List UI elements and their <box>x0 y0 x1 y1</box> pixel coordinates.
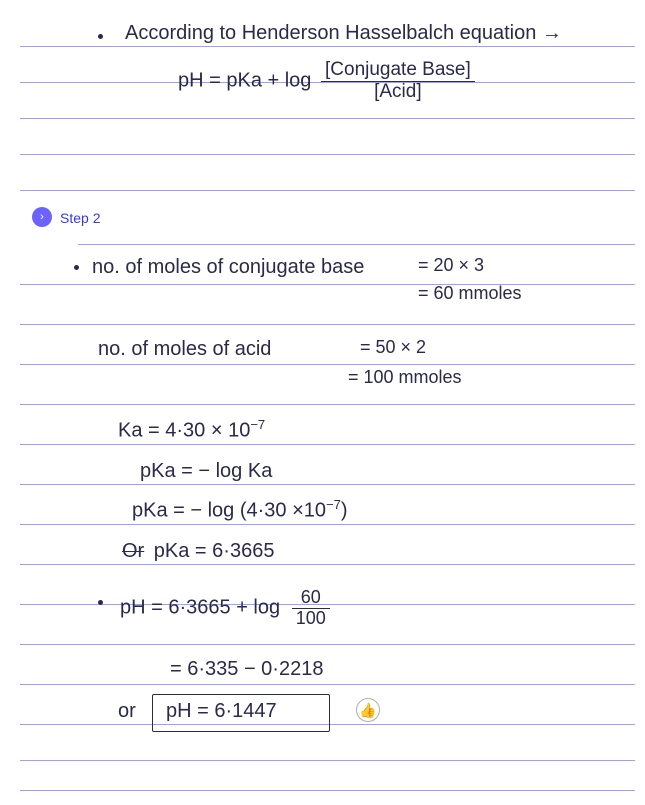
pka-value: Or pKa = 6·3665 <box>122 540 274 562</box>
eq-lead: pH = pKa + log <box>178 70 311 92</box>
eq-fraction: [Conjugate Base] [Acid] <box>321 60 475 103</box>
ruled-line <box>20 284 635 285</box>
step-badge-icon: › <box>32 207 52 227</box>
acid-eq2: = 100 mmoles <box>348 368 462 388</box>
conj-base-eq2: = 60 mmoles <box>418 284 522 304</box>
ruled-line <box>20 790 635 791</box>
pka2-lead: pKa = − log (4·30 ×10 <box>132 500 326 522</box>
ruled-line <box>20 118 635 119</box>
bullet-dot <box>98 600 103 605</box>
ka-exp: −7 <box>250 417 265 432</box>
pka-def: pKa = − log Ka <box>140 460 272 482</box>
ruled-line <box>20 46 635 47</box>
result-lead: or <box>118 700 136 722</box>
ruled-line <box>20 524 635 525</box>
pka3-rest: pKa = 6·3665 <box>154 540 275 562</box>
eq-frac-num: [Conjugate Base] <box>321 60 475 82</box>
conj-base-eq1: = 20 × 3 <box>418 256 484 276</box>
henderson-equation: pH = pKa + log [Conjugate Base] [Acid] <box>178 60 475 103</box>
result-text: pH = 6·1447 <box>166 700 277 722</box>
ruled-line <box>20 324 635 325</box>
page-root: According to Henderson Hasselbalch equat… <box>0 0 645 805</box>
acid-eq1: = 50 × 2 <box>360 338 426 358</box>
pka2-tail: ) <box>341 500 348 522</box>
ruled-line <box>20 154 635 155</box>
ph-calc: pH = 6·3665 + log 60 100 <box>120 588 330 629</box>
ruled-line <box>20 404 635 405</box>
intro-text: According to Henderson Hasselbalch equat… <box>125 22 562 44</box>
ruled-line <box>20 760 635 761</box>
ph-lead: pH = 6·3665 + log <box>120 597 280 619</box>
ruled-line <box>20 190 635 191</box>
ruled-line <box>20 484 635 485</box>
ph-frac-den: 100 <box>292 609 330 629</box>
ruled-line <box>20 364 635 365</box>
ka-text: Ka = 4·30 × 10 <box>118 420 250 442</box>
ka-line: Ka = 4·30 × 10−7 <box>118 418 265 442</box>
pka-numeric: pKa = − log (4·30 ×10−7) <box>132 498 348 522</box>
step-label: Step 2 <box>60 210 100 226</box>
ph-mid: = 6·335 − 0·2218 <box>170 658 323 680</box>
ruled-line <box>20 444 635 445</box>
acid-label: no. of moles of acid <box>98 338 271 360</box>
bullet-dot <box>98 34 103 39</box>
ruled-line <box>20 684 635 685</box>
bullet-dot <box>74 265 79 270</box>
eq-frac-den: [Acid] <box>321 82 475 103</box>
thumbs-up-icon[interactable]: 👍 <box>356 698 380 722</box>
strike-or: Or <box>122 540 144 562</box>
ruled-line <box>78 244 635 245</box>
ruled-line <box>20 564 635 565</box>
pka2-exp: −7 <box>326 497 341 512</box>
conj-base-label: no. of moles of conjugate base <box>92 256 364 278</box>
ph-fraction: 60 100 <box>292 588 330 629</box>
ph-frac-num: 60 <box>292 588 330 609</box>
ruled-line <box>20 644 635 645</box>
